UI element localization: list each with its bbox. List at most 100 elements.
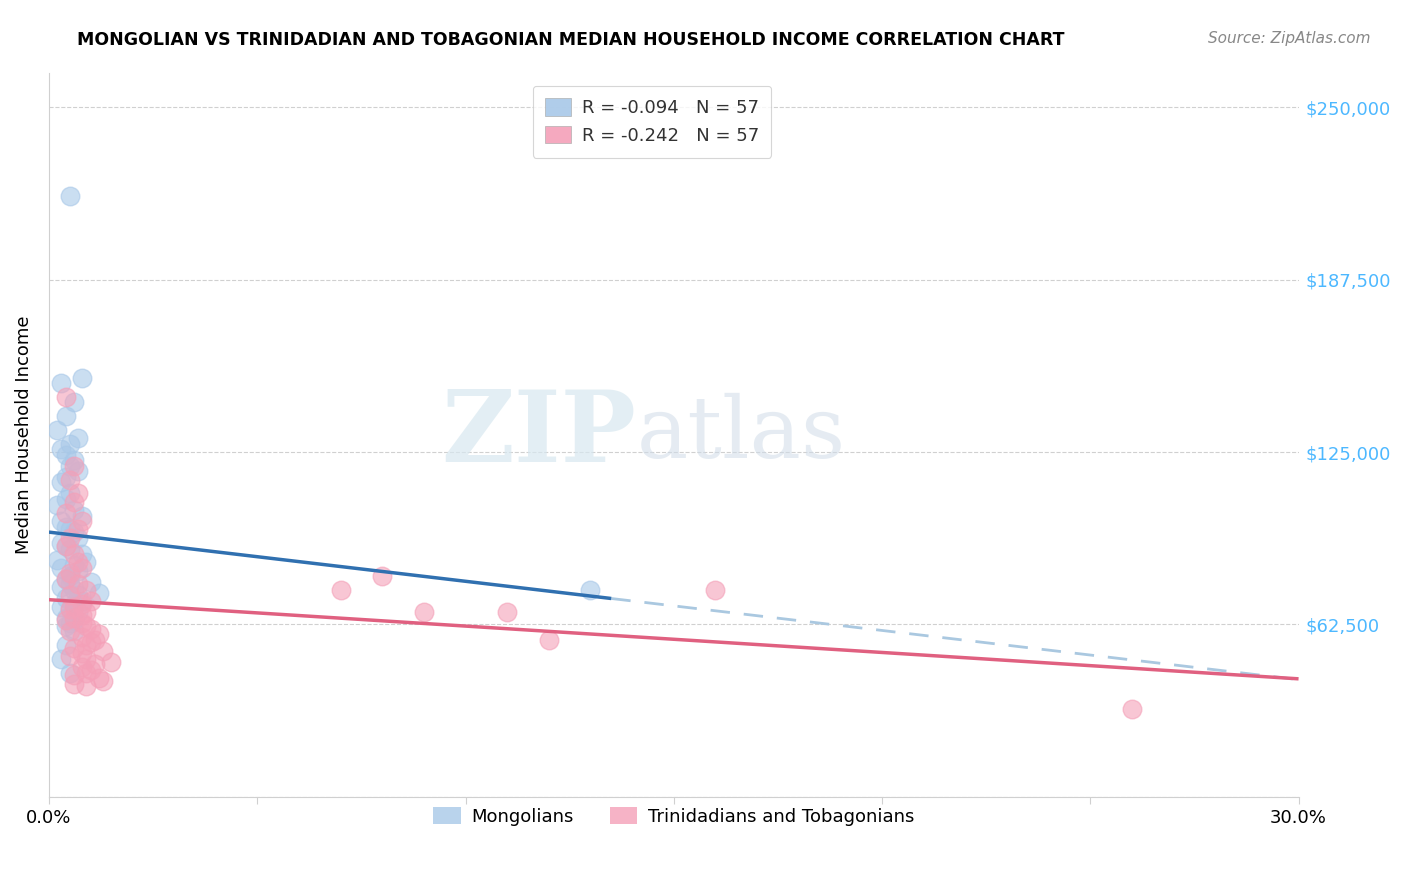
Point xyxy=(55,470,77,484)
Point xyxy=(55,448,77,462)
Point xyxy=(55,539,77,553)
Point xyxy=(67,431,90,445)
Point xyxy=(67,531,90,545)
Point xyxy=(72,370,94,384)
Text: Source: ZipAtlas.com: Source: ZipAtlas.com xyxy=(1208,31,1371,46)
Point xyxy=(63,494,86,508)
Point xyxy=(72,594,94,608)
Point xyxy=(72,607,94,622)
Point xyxy=(51,561,73,575)
Point xyxy=(83,657,105,672)
Point xyxy=(59,541,82,556)
Point xyxy=(63,582,86,597)
Point xyxy=(75,619,97,633)
Point xyxy=(59,566,82,581)
Point xyxy=(79,574,101,589)
Point xyxy=(55,390,77,404)
Point xyxy=(63,453,86,467)
Point xyxy=(72,647,94,661)
Point xyxy=(579,582,602,597)
Point xyxy=(63,547,86,561)
Point xyxy=(55,610,77,624)
Point xyxy=(91,673,114,688)
Point xyxy=(79,635,101,649)
Point xyxy=(59,522,82,536)
Point xyxy=(51,475,73,490)
Point xyxy=(67,556,90,570)
Point xyxy=(72,561,94,575)
Y-axis label: Median Household Income: Median Household Income xyxy=(15,316,32,554)
Point xyxy=(46,423,69,437)
Point xyxy=(75,556,97,570)
Point xyxy=(67,486,90,500)
Point xyxy=(537,632,560,647)
Point xyxy=(55,572,77,586)
Point xyxy=(63,624,86,639)
Point xyxy=(1121,701,1143,715)
Point xyxy=(87,586,110,600)
Point xyxy=(72,616,94,631)
Legend: Mongolians, Trinidadians and Tobagonians: Mongolians, Trinidadians and Tobagonians xyxy=(425,798,924,835)
Point xyxy=(67,522,90,536)
Point xyxy=(72,660,94,674)
Point xyxy=(63,613,86,627)
Point xyxy=(63,610,86,624)
Point xyxy=(75,582,97,597)
Point xyxy=(55,506,77,520)
Point xyxy=(59,437,82,451)
Point xyxy=(63,668,86,682)
Point xyxy=(51,442,73,457)
Text: ZIP: ZIP xyxy=(441,386,637,483)
Point xyxy=(55,613,77,627)
Point xyxy=(59,486,82,500)
Point xyxy=(67,464,90,478)
Point xyxy=(63,677,86,691)
Point xyxy=(63,597,86,611)
Text: MONGOLIAN VS TRINIDADIAN AND TOBAGONIAN MEDIAN HOUSEHOLD INCOME CORRELATION CHAR: MONGOLIAN VS TRINIDADIAN AND TOBAGONIAN … xyxy=(77,31,1064,49)
Point xyxy=(67,564,90,578)
Point xyxy=(63,395,86,409)
Point xyxy=(67,577,90,591)
Point xyxy=(59,577,82,591)
Point xyxy=(63,503,86,517)
Point xyxy=(79,594,101,608)
Point xyxy=(63,558,86,573)
Point xyxy=(55,572,77,586)
Point xyxy=(51,376,73,391)
Point xyxy=(100,655,122,669)
Point xyxy=(59,602,82,616)
Point xyxy=(51,599,73,614)
Point xyxy=(59,624,82,639)
Point xyxy=(704,582,727,597)
Text: atlas: atlas xyxy=(637,393,845,476)
Point xyxy=(75,665,97,680)
Point xyxy=(63,599,86,614)
Point xyxy=(83,632,105,647)
Point xyxy=(75,680,97,694)
Point xyxy=(87,671,110,685)
Point xyxy=(59,602,82,616)
Point xyxy=(51,652,73,666)
Point xyxy=(51,580,73,594)
Point xyxy=(59,589,82,603)
Point xyxy=(412,605,434,619)
Point xyxy=(46,498,69,512)
Point xyxy=(59,531,82,545)
Point xyxy=(59,616,82,631)
Point xyxy=(55,409,77,424)
Point xyxy=(55,619,77,633)
Point xyxy=(55,539,77,553)
Point xyxy=(55,591,77,606)
Point xyxy=(72,547,94,561)
Point xyxy=(72,508,94,523)
Point xyxy=(79,622,101,636)
Point xyxy=(75,652,97,666)
Point xyxy=(63,525,86,540)
Point xyxy=(59,473,82,487)
Point xyxy=(72,630,94,644)
Point xyxy=(329,582,352,597)
Point xyxy=(87,627,110,641)
Point xyxy=(59,649,82,664)
Point xyxy=(63,458,86,473)
Point xyxy=(55,519,77,533)
